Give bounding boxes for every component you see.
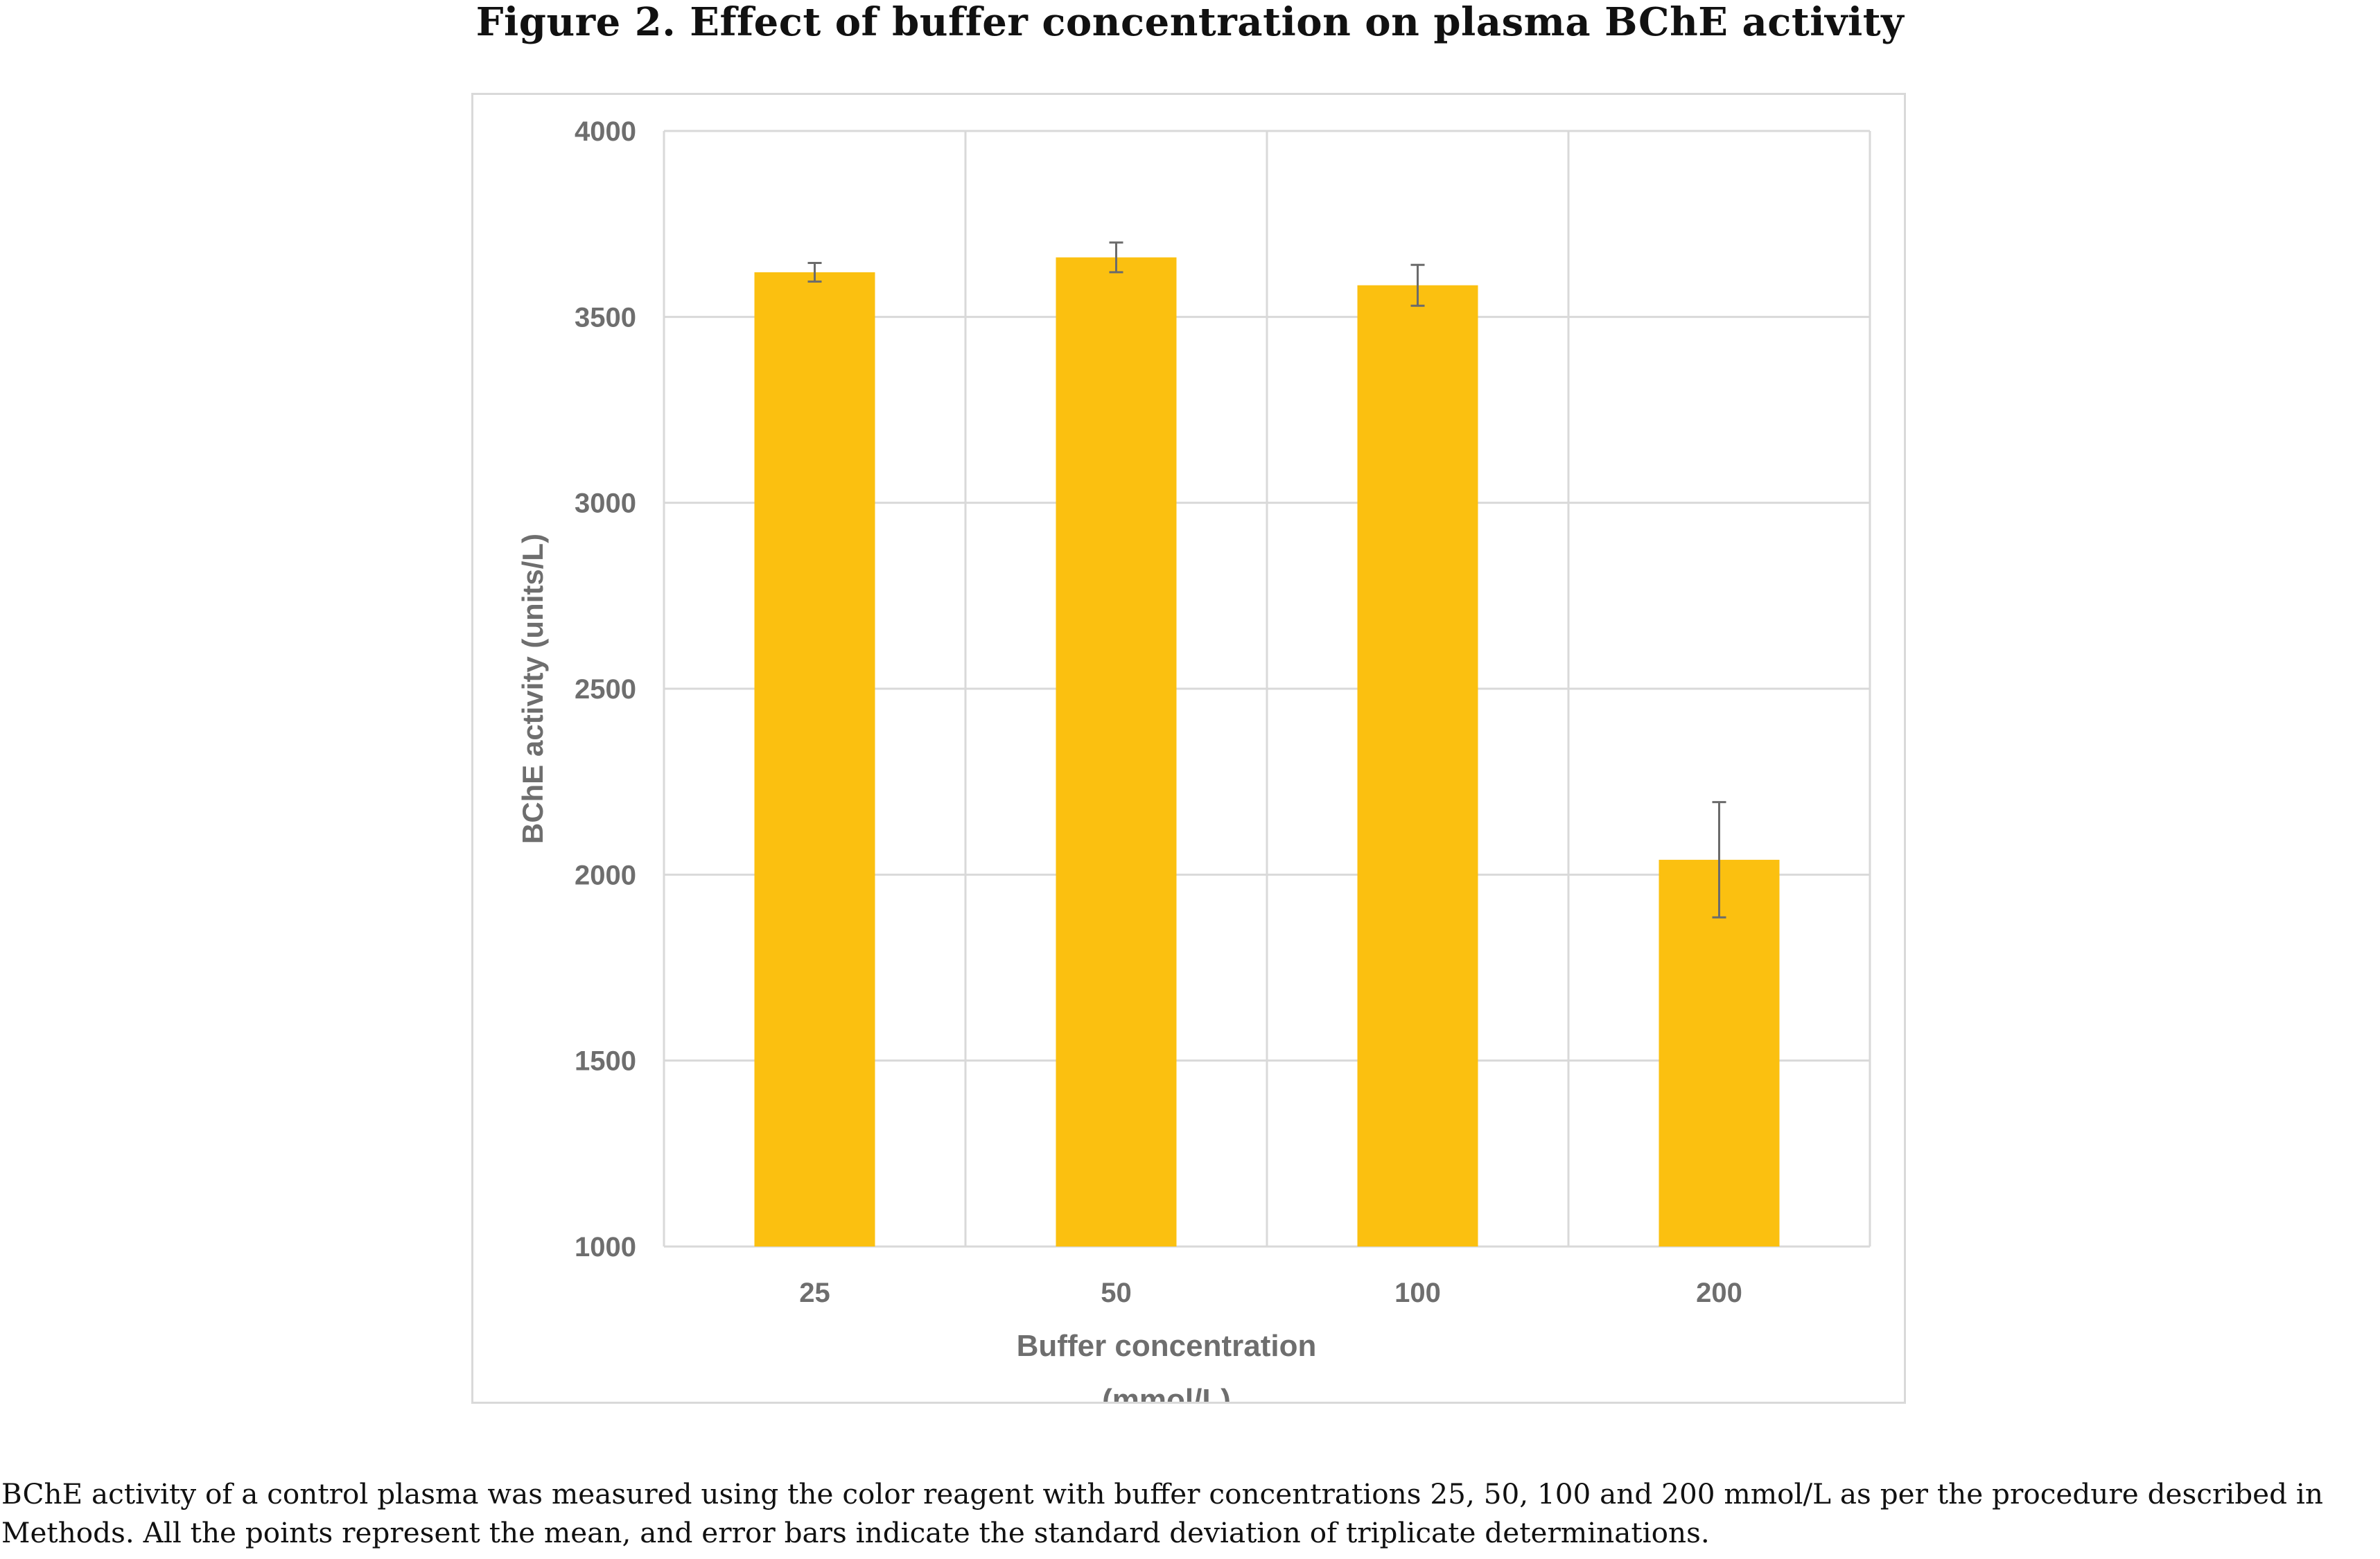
figure-caption: BChE activity of a control plasma was me… bbox=[1, 1474, 2379, 1552]
y-tick-label: 1000 bbox=[575, 1232, 636, 1262]
bar bbox=[1659, 859, 1780, 1247]
bar bbox=[1056, 257, 1177, 1247]
x-tick-label: 25 bbox=[799, 1278, 830, 1308]
x-tick-label: 50 bbox=[1101, 1278, 1132, 1308]
x-axis-title-unit: (mmol/L) bbox=[1102, 1383, 1231, 1402]
x-tick-label: 200 bbox=[1696, 1278, 1742, 1308]
y-tick-label: 4000 bbox=[575, 116, 636, 147]
caption-line-2: Methods. All the points represent the me… bbox=[1, 1516, 1710, 1549]
chart-frame: 1000 1500 2000 2500 3000 3500 4000 25 50 100 200 … bbox=[471, 93, 1906, 1404]
y-tick-label: 3500 bbox=[575, 302, 636, 333]
bar bbox=[754, 272, 875, 1247]
x-tick-labels: 25 50 100 200 bbox=[799, 1278, 1742, 1308]
y-tick-label: 2500 bbox=[575, 674, 636, 705]
y-tick-label: 2000 bbox=[575, 860, 636, 890]
x-tick-label: 100 bbox=[1394, 1278, 1441, 1308]
bars bbox=[754, 257, 1780, 1247]
y-axis-title: BChE activity (units/L) bbox=[516, 534, 549, 844]
error-bars bbox=[807, 241, 1726, 919]
x-axis-title: Buffer concentration bbox=[1017, 1329, 1317, 1363]
caption-line-1: BChE activity of a control plasma was me… bbox=[1, 1477, 2323, 1510]
y-tick-label: 3000 bbox=[575, 488, 636, 519]
y-tick-labels: 1000 1500 2000 2500 3000 3500 4000 bbox=[575, 116, 636, 1262]
figure-title: Figure 2. Effect of buffer concentration… bbox=[475, 0, 1905, 45]
bar bbox=[1357, 285, 1478, 1247]
y-tick-label: 1500 bbox=[575, 1046, 636, 1077]
